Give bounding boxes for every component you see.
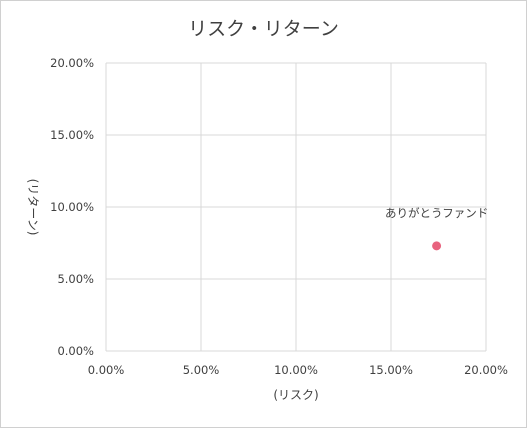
y-axis-label: (リターン)	[26, 179, 40, 236]
data-point-label: ありがとうファンド	[385, 206, 488, 220]
y-tick-labels: 0.00% 5.00% 10.00% 15.00% 20.00%	[50, 56, 94, 358]
y-tick-label: 10.00%	[50, 200, 94, 214]
data-point[interactable]	[432, 241, 442, 251]
data-points: ありがとうファンド	[385, 206, 488, 251]
grid-lines	[105, 62, 487, 352]
y-tick-label: 20.00%	[50, 56, 94, 70]
x-tick-label: 10.00%	[274, 363, 318, 377]
y-tick-label: 0.00%	[57, 344, 94, 358]
x-tick-labels: 0.00% 5.00% 10.00% 15.00% 20.00%	[88, 363, 508, 377]
x-axis-label: (リスク)	[273, 388, 318, 402]
x-tick-label: 0.00%	[88, 363, 125, 377]
x-tick-label: 15.00%	[369, 363, 413, 377]
x-tick-label: 5.00%	[183, 363, 220, 377]
chart-title: リスク・リターン	[188, 18, 339, 40]
x-tick-label: 20.00%	[464, 363, 508, 377]
y-tick-label: 15.00%	[50, 128, 94, 142]
y-tick-label: 5.00%	[57, 272, 94, 286]
